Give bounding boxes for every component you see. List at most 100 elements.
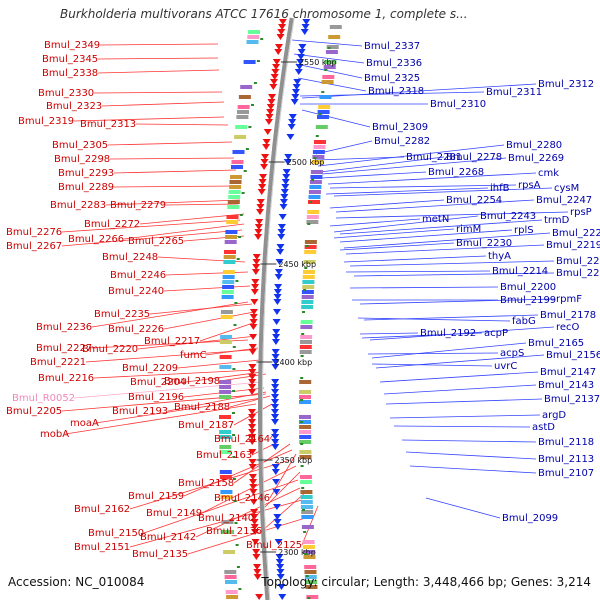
gene-label[interactable]: Bmul_2151 bbox=[74, 542, 130, 553]
gene-label[interactable]: Bmul_2222 bbox=[552, 228, 600, 239]
gene-label[interactable]: Bmul_2162 bbox=[74, 504, 130, 515]
gene-label[interactable]: Bmul_2338 bbox=[42, 68, 98, 79]
gene-label[interactable]: Bmul_2227 bbox=[36, 343, 92, 354]
gene-label[interactable]: Bmul_2283 bbox=[50, 200, 106, 211]
gene-label[interactable]: Bmul_2325 bbox=[364, 73, 420, 84]
gene-label[interactable]: Bmul_2336 bbox=[366, 58, 422, 69]
gene-label[interactable]: Bmul_2310 bbox=[430, 99, 486, 110]
gene-label[interactable]: Bmul_2192 bbox=[420, 328, 476, 339]
gene-label[interactable]: Bmul_2135 bbox=[132, 549, 188, 560]
gene-label[interactable]: Bmul_2311 bbox=[486, 87, 542, 98]
gene-label[interactable]: Bmul_2279 bbox=[110, 200, 166, 211]
gene-label[interactable]: Bmul_2247 bbox=[536, 195, 592, 206]
gene-label[interactable]: Bmul_2248 bbox=[102, 252, 158, 263]
gene-label[interactable]: Bmul_2254 bbox=[446, 195, 502, 206]
gene-label[interactable]: Bmul_2140 bbox=[198, 513, 254, 524]
gene-label[interactable]: Bmul_2178 bbox=[540, 310, 596, 321]
gene-label[interactable]: Bmul_2142 bbox=[140, 532, 196, 543]
gene-label[interactable]: Bmul_2267 bbox=[6, 241, 62, 252]
gene-label[interactable]: Bmul_2149 bbox=[146, 508, 202, 519]
gene-label[interactable]: Bmul_2198 bbox=[164, 376, 220, 387]
gene-label[interactable]: Bmul_2220 bbox=[82, 344, 138, 355]
gene-label[interactable]: Bmul_2318 bbox=[368, 86, 424, 97]
gene-label[interactable]: Bmul_2298 bbox=[54, 154, 110, 165]
gene-label[interactable]: Bmul_2280 bbox=[506, 140, 562, 151]
gene-label[interactable]: Bmul_2118 bbox=[538, 437, 594, 448]
gene-label[interactable]: trmD bbox=[544, 215, 570, 226]
gene-label[interactable]: rplS bbox=[514, 225, 534, 236]
gene-label[interactable]: cmk bbox=[538, 168, 559, 179]
gene-label[interactable]: Bmul_2163 bbox=[196, 450, 252, 461]
gene-label[interactable]: recO bbox=[556, 322, 580, 333]
gene-label[interactable]: Bmul_2137 bbox=[544, 394, 600, 405]
gene-label[interactable]: Bmul_2345 bbox=[42, 54, 98, 65]
gene-label[interactable]: Bmul_2349 bbox=[44, 40, 100, 51]
gene-label[interactable]: Bmul_2293 bbox=[58, 168, 114, 179]
gene-label[interactable]: Bmul_2136 bbox=[206, 526, 262, 537]
gene-label[interactable]: Bmul_2200 bbox=[500, 282, 556, 293]
gene-label[interactable]: mobA bbox=[40, 429, 69, 440]
gene-label[interactable]: Bmul_2313 bbox=[80, 119, 136, 130]
gene-label[interactable]: Bmul_2187 bbox=[178, 420, 234, 431]
gene-label[interactable]: Bmul_2165 bbox=[528, 338, 584, 349]
gene-label[interactable]: Bmul_2323 bbox=[46, 101, 102, 112]
gene-label[interactable]: astD bbox=[532, 422, 555, 433]
gene-label[interactable]: moaA bbox=[70, 418, 99, 429]
gene-label[interactable]: Bmul_2276 bbox=[6, 227, 62, 238]
gene-label[interactable]: Bmul_2319 bbox=[18, 116, 74, 127]
gene-label[interactable]: acpS bbox=[500, 348, 524, 359]
gene-label[interactable]: Bmul_2209 bbox=[122, 363, 178, 374]
gene-label[interactable]: Bmul_2240 bbox=[108, 286, 164, 297]
gene-label[interactable]: thyA bbox=[488, 251, 511, 262]
gene-label[interactable]: Bmul_2281 bbox=[406, 152, 462, 163]
gene-label[interactable]: Bmul_2235 bbox=[94, 309, 150, 320]
gene-label[interactable]: Bmul_2143 bbox=[538, 380, 594, 391]
gene-label[interactable]: rpsP bbox=[570, 207, 592, 218]
gene-label[interactable]: Bmul_2309 bbox=[372, 122, 428, 133]
gene-label[interactable]: Bmul_2305 bbox=[52, 140, 108, 151]
gene-label[interactable]: fabG bbox=[512, 316, 536, 327]
gene-label[interactable]: Bmul_2150 bbox=[88, 528, 144, 539]
gene-label[interactable]: Bmul_2113 bbox=[538, 454, 594, 465]
gene-label[interactable]: Bmul_2204 bbox=[130, 377, 186, 388]
gene-label[interactable]: Bmul_2243 bbox=[480, 211, 536, 222]
gene-label[interactable]: Bmul_2147 bbox=[540, 367, 596, 378]
gene-label[interactable]: acpP bbox=[484, 328, 508, 339]
gene-label[interactable]: metN bbox=[422, 214, 449, 225]
gene-label[interactable]: Bmul_2330 bbox=[38, 88, 94, 99]
gene-label[interactable]: Bmul_2125 bbox=[246, 540, 302, 551]
gene-label[interactable]: Bmul_2201 bbox=[556, 268, 600, 279]
gene-label[interactable]: Bmul_2226 bbox=[108, 324, 164, 335]
gene-label[interactable]: cysM bbox=[554, 183, 579, 194]
gene-label[interactable]: Bmul_2272 bbox=[84, 219, 140, 230]
gene-label[interactable]: Bmul_2099 bbox=[502, 513, 558, 524]
gene-label[interactable]: Bmul_2210 bbox=[556, 256, 600, 267]
gene-label[interactable]: Bmul_2269 bbox=[508, 153, 564, 164]
gene-label[interactable]: Bmul_2268 bbox=[428, 167, 484, 178]
gene-label[interactable]: argD bbox=[542, 410, 566, 421]
gene-label[interactable]: Bmul_2236 bbox=[36, 322, 92, 333]
gene-label[interactable]: Bmul_2219 bbox=[546, 240, 600, 251]
gene-label[interactable]: rpmF bbox=[556, 294, 582, 305]
gene-label[interactable]: Bmul_2196 bbox=[128, 392, 184, 403]
gene-label[interactable]: Bmul_2214 bbox=[492, 266, 548, 277]
gene-label[interactable]: ihfB bbox=[490, 183, 510, 194]
gene-label[interactable]: Bmul_2312 bbox=[538, 79, 594, 90]
gene-label[interactable]: Bmul_2216 bbox=[38, 373, 94, 384]
gene-label[interactable]: Bmul_2146 bbox=[214, 493, 270, 504]
gene-label[interactable]: Bmul_2282 bbox=[374, 136, 430, 147]
gene-label[interactable]: Bmul_2164 bbox=[214, 434, 270, 445]
gene-label[interactable]: Bmul_2265 bbox=[128, 236, 184, 247]
gene-label[interactable]: Bmul_2289 bbox=[58, 182, 114, 193]
gene-label[interactable]: Bmul_2221 bbox=[30, 357, 86, 368]
gene-label[interactable]: Bmul_2158 bbox=[178, 478, 234, 489]
gene-label[interactable]: Bmul_2246 bbox=[110, 270, 166, 281]
gene-label[interactable]: uvrC bbox=[494, 361, 517, 372]
gene-label[interactable]: Bmul_2199 bbox=[500, 295, 556, 306]
gene-label[interactable]: rpsA bbox=[518, 180, 541, 191]
gene-label[interactable]: Bmul_2193 bbox=[112, 406, 168, 417]
gene-label[interactable]: fumC bbox=[180, 350, 207, 361]
gene-label[interactable]: Bmul_2188 bbox=[174, 402, 230, 413]
gene-label[interactable]: Bmul_2337 bbox=[364, 41, 420, 52]
gene-label[interactable]: Bmul_2107 bbox=[538, 468, 594, 479]
